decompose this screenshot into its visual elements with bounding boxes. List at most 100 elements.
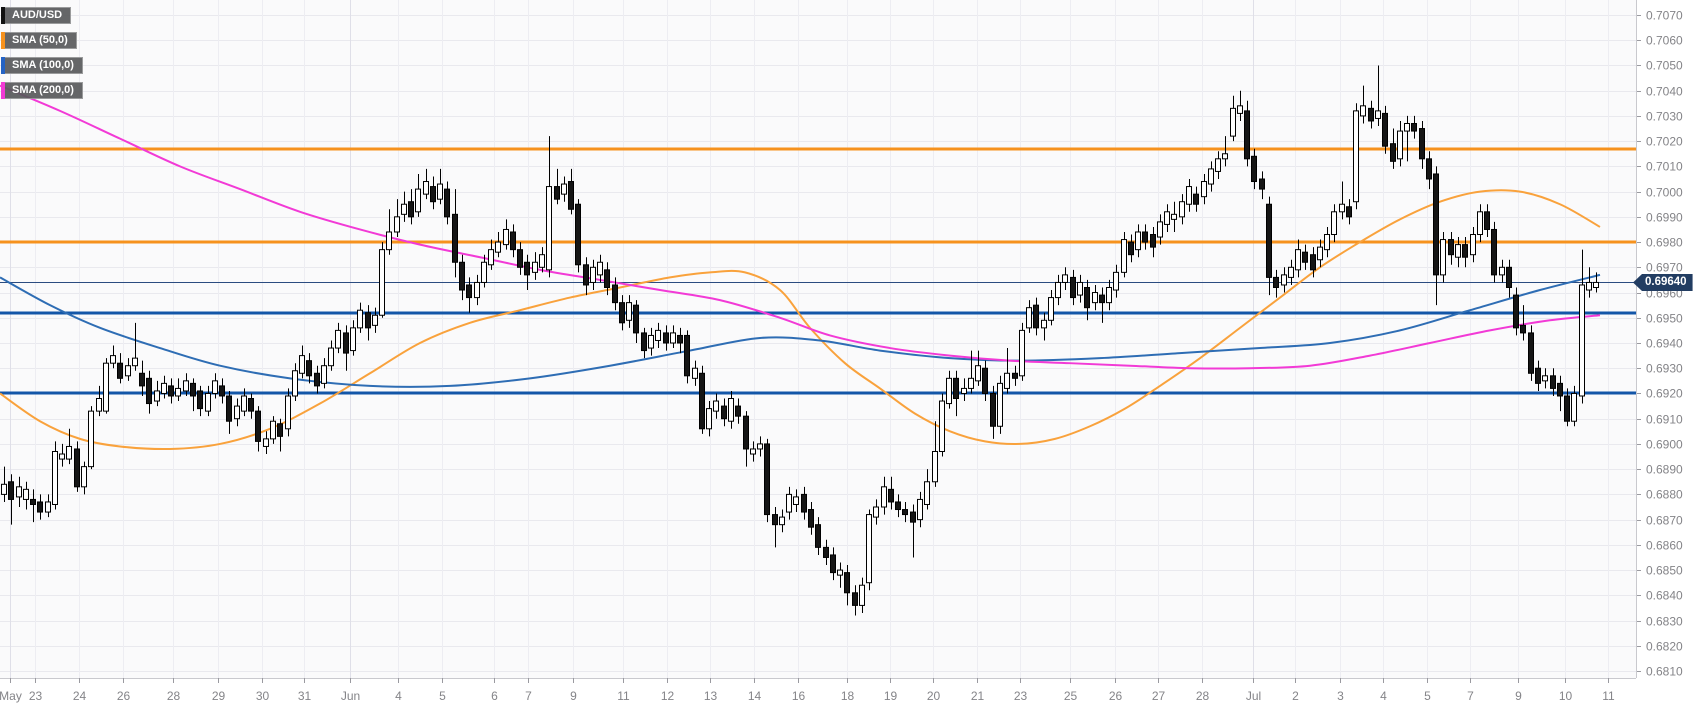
candle-body [241, 395, 247, 412]
sma-200-0--curve [0, 84, 1601, 370]
candle-body [1201, 181, 1207, 198]
candle-body [1520, 324, 1526, 334]
candle-body [365, 312, 371, 329]
x-tick-label: 7 [1467, 689, 1474, 703]
candle-body [219, 385, 225, 397]
sma-100-0--curve [0, 273, 1601, 388]
candle-body [1186, 186, 1192, 205]
candle-body [1244, 110, 1250, 160]
candle-body [132, 357, 138, 367]
candle-body [575, 203, 581, 266]
candle-body [459, 261, 465, 291]
x-tick-label: 19 [884, 689, 898, 703]
sma200-label: SMA (200,0) [12, 84, 74, 96]
candle-body [415, 188, 421, 213]
candle-body [1106, 286, 1112, 304]
candle-body [1484, 211, 1490, 230]
candle-body [793, 496, 799, 505]
candle-body [1077, 281, 1083, 296]
y-tick-label: 0.6850 [1646, 564, 1683, 578]
candle-body [255, 410, 261, 442]
candle-body [1150, 234, 1156, 248]
y-tick-label: 0.6880 [1646, 488, 1683, 502]
candle-body [1513, 294, 1519, 329]
candle-body [1390, 143, 1396, 162]
x-tick-label: 10 [1559, 689, 1573, 703]
candle-body [474, 281, 480, 299]
candle-body [1012, 372, 1018, 379]
candle-body [350, 327, 356, 352]
x-tick-label: May [0, 689, 22, 703]
y-tick-label: 0.6970 [1646, 261, 1683, 275]
candle-body [37, 501, 43, 513]
candle-body [779, 516, 785, 526]
candle-body [1477, 211, 1483, 236]
candle-body [772, 514, 778, 526]
candle-body [554, 186, 560, 200]
x-axis[interactable]: May 23 24 26 28 29 30 31 Jun 4 5 6 7 9 11 12 13 14 16 18 19 2… [0, 678, 1636, 703]
candle-body [8, 481, 14, 500]
legend-item-sma200[interactable]: SMA (200,0) [1, 82, 83, 99]
y-tick-label: 0.6900 [1646, 438, 1683, 452]
candle-body [1230, 107, 1236, 137]
candle-body [1440, 239, 1446, 276]
y-tick-label: 0.6930 [1646, 362, 1683, 376]
candles-layer [1, 65, 1599, 616]
candle-body [1317, 246, 1323, 261]
x-tick-label: 4 [395, 689, 402, 703]
candle-body [1397, 130, 1403, 160]
candle-body [45, 501, 51, 513]
x-tick-label: 9 [570, 689, 577, 703]
candle-body [314, 372, 320, 387]
candle-body [408, 201, 414, 218]
candle-body [663, 332, 669, 344]
candle-body [1586, 281, 1592, 291]
candle-body [655, 329, 661, 341]
candle-body [728, 398, 734, 422]
x-tick-label: Jun [341, 689, 360, 703]
candle-body [517, 249, 523, 268]
candle-body [30, 498, 36, 505]
candle-body [881, 486, 887, 508]
candle-body [524, 261, 530, 276]
plot-background [0, 0, 1636, 678]
candle-body [1353, 110, 1359, 203]
candle-body [277, 423, 283, 437]
legend-item-sma50[interactable]: SMA (50,0) [1, 32, 77, 49]
candle-body [503, 228, 509, 246]
candle-body [1404, 122, 1410, 132]
candle-body [481, 261, 487, 283]
legend-item-sma100[interactable]: SMA (100,0) [1, 57, 83, 74]
candle-body [1302, 251, 1308, 263]
candle-body [743, 415, 749, 450]
y-tick-label: 0.6870 [1646, 514, 1683, 528]
candle-body [1375, 110, 1381, 119]
candle-body [633, 304, 639, 334]
candle-body [990, 392, 996, 427]
candle-body [684, 334, 690, 377]
x-tick-label: 29 [212, 689, 226, 703]
candle-body [1237, 105, 1243, 114]
candle-body [852, 592, 858, 606]
candle-body [306, 360, 312, 377]
y-axis[interactable]: 0.7070 0.7060 0.7050 0.7040 0.7030 0.7020 0.70… [1636, 0, 1683, 679]
candle-body [1171, 213, 1177, 220]
x-tick-label: 16 [792, 689, 806, 703]
candle-body [437, 183, 443, 200]
x-tick-label: 4 [1380, 689, 1387, 703]
candle-body [1571, 392, 1577, 422]
candle-body [961, 387, 967, 394]
candle-body [786, 493, 792, 513]
candle-body [982, 367, 988, 394]
y-tick-label: 0.6950 [1646, 312, 1683, 326]
candle-body [52, 450, 58, 505]
x-tick-label: 11 [1602, 689, 1615, 703]
y-tick-label: 0.7030 [1646, 110, 1683, 124]
x-tick-label: 2 [1292, 689, 1299, 703]
candle-body [343, 332, 349, 354]
legend-item-symbol[interactable]: AUD/USD [1, 7, 72, 24]
x-tick-label: 23 [1014, 689, 1028, 703]
candle-body [1557, 382, 1563, 397]
